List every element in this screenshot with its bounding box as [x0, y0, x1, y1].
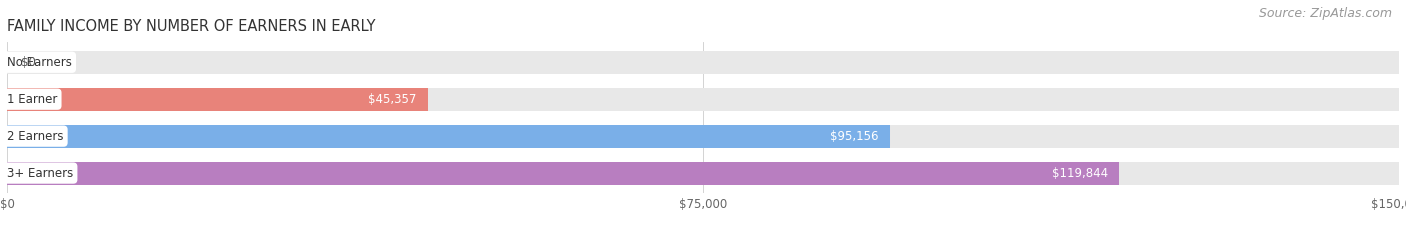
- Text: $0: $0: [21, 56, 35, 69]
- Text: 2 Earners: 2 Earners: [7, 130, 63, 143]
- Bar: [7, 162, 1119, 185]
- Text: $45,357: $45,357: [368, 93, 416, 106]
- Text: FAMILY INCOME BY NUMBER OF EARNERS IN EARLY: FAMILY INCOME BY NUMBER OF EARNERS IN EA…: [7, 19, 375, 34]
- Text: 1 Earner: 1 Earner: [7, 93, 58, 106]
- Bar: [7, 125, 890, 147]
- Text: 3+ Earners: 3+ Earners: [7, 167, 73, 180]
- Text: $119,844: $119,844: [1052, 167, 1108, 180]
- Bar: [7, 88, 1399, 111]
- Bar: [7, 162, 1399, 185]
- Bar: [7, 51, 1399, 74]
- Text: $95,156: $95,156: [831, 130, 879, 143]
- Bar: [7, 88, 427, 111]
- Text: No Earners: No Earners: [7, 56, 72, 69]
- Text: Source: ZipAtlas.com: Source: ZipAtlas.com: [1258, 7, 1392, 20]
- Bar: [7, 125, 1399, 147]
